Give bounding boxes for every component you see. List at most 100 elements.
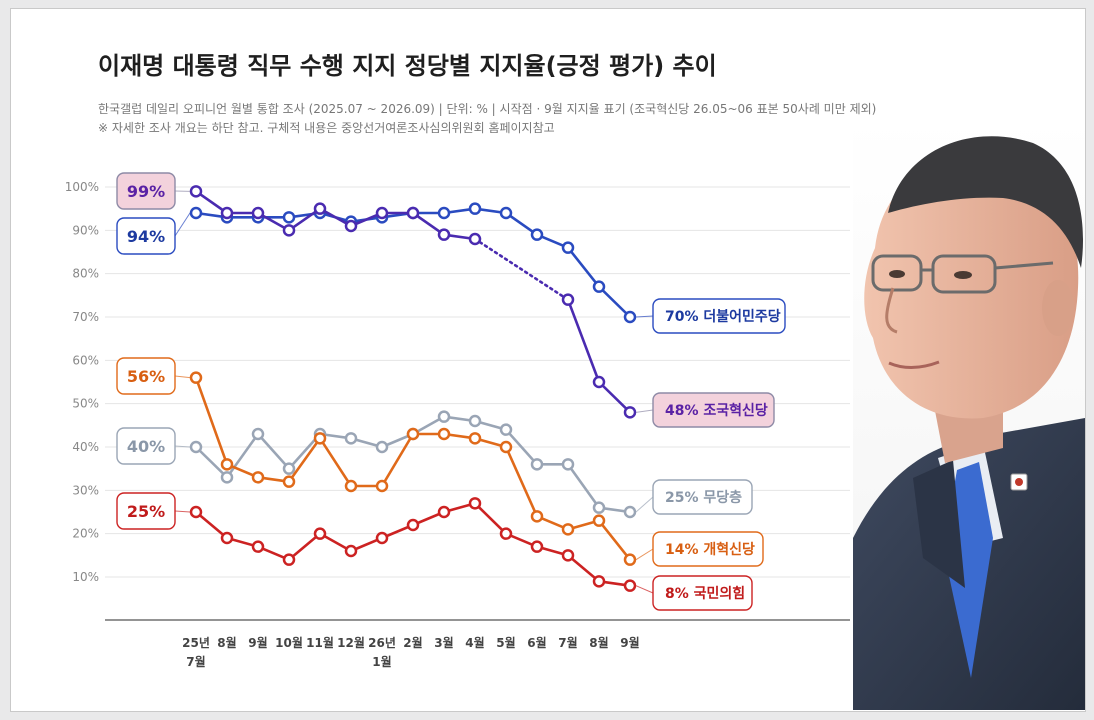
data-point-jokuk <box>406 206 420 220</box>
data-point-jokuk <box>251 206 265 220</box>
data-point-minju <box>282 211 296 224</box>
data-point-minju <box>592 280 606 293</box>
y-tick-label: 80% <box>72 267 99 281</box>
data-point-minju <box>530 228 544 241</box>
data-point-gaehyeok <box>592 514 606 527</box>
end-label-box-mudang <box>652 479 753 515</box>
data-point-gukmin <box>220 531 234 545</box>
data-point-gaehyeok <box>313 432 327 445</box>
start-label-mudang: 40% <box>127 437 165 456</box>
x-tick-label: 2월 <box>403 635 422 650</box>
data-point-minju <box>189 206 203 220</box>
data-point-gaehyeok <box>251 471 265 484</box>
x-tick-label: 9월 <box>620 635 639 650</box>
data-point-gaehyeok <box>499 440 513 454</box>
data-point-gukmin <box>499 527 513 540</box>
start-label-leader-gaehyeok <box>174 375 191 379</box>
data-point-mudang <box>220 471 234 484</box>
end-label-jokuk: 48% 조국혁신당 <box>665 402 768 419</box>
y-tick-label: 40% <box>72 440 99 454</box>
y-tick-label: 30% <box>72 483 99 497</box>
x-tick-label: 10월 <box>275 635 303 650</box>
data-point-jokuk <box>282 224 296 237</box>
data-point-jokuk <box>344 219 358 233</box>
data-point-gukmin <box>437 505 451 519</box>
end-label-leader-gukmin <box>635 585 654 594</box>
chart-title: 이재명 대통령 직무 수행 지지 정당별 지지율(긍정 평가) 추이 <box>98 52 717 80</box>
data-point-mudang <box>561 458 575 471</box>
end-label-leader-jokuk <box>635 409 654 413</box>
data-point-minju <box>468 202 482 215</box>
x-tick-label: 7월 <box>558 635 577 650</box>
data-point-gukmin <box>189 505 203 519</box>
data-point-mudang <box>592 501 606 514</box>
x-tick-label: 9월 <box>248 635 267 650</box>
start-label-gaehyeok: 56% <box>127 367 165 386</box>
start-label-leader-minju <box>174 212 191 237</box>
data-point-minju <box>561 241 575 254</box>
data-point-gaehyeok <box>220 458 234 471</box>
end-label-minju: 70% 더불어민주당 <box>665 308 781 325</box>
x-tick-label: 4월 <box>465 635 484 650</box>
data-point-jokuk <box>468 232 482 246</box>
data-point-minju <box>623 310 637 324</box>
x-tick-label: 12월 <box>337 635 365 650</box>
data-point-gukmin <box>561 549 575 562</box>
data-point-jokuk <box>189 185 203 198</box>
x-tick-label: 8월 <box>589 635 608 650</box>
data-point-gukmin <box>623 579 637 592</box>
end-label-gukmin: 8% 국민의힘 <box>665 585 745 602</box>
data-point-mudang <box>437 410 451 423</box>
data-point-minju <box>499 206 513 220</box>
chart-note: ※ 자세한 조사 개요는 하단 참고. 구체적 내용은 중앙선거여론조사심의위원… <box>98 121 555 135</box>
x-tick-label: 25년 <box>182 636 210 650</box>
y-tick-label: 60% <box>72 353 99 367</box>
start-label-box-jokuk <box>116 172 176 210</box>
data-point-jokuk <box>437 228 451 241</box>
x-tick-label: 6월 <box>527 635 546 650</box>
series-gap-jokuk <box>473 237 570 301</box>
start-label-leader-mudang <box>174 445 191 448</box>
data-point-gukmin <box>251 540 265 553</box>
data-point-gaehyeok <box>375 479 389 493</box>
start-label-minju: 94% <box>127 227 165 246</box>
data-point-gukmin <box>406 518 420 532</box>
data-point-gaehyeok <box>437 427 451 441</box>
end-label-leader-minju <box>635 315 654 318</box>
end-label-box-gukmin <box>652 575 753 611</box>
data-point-gaehyeok <box>282 475 296 488</box>
start-label-jokuk: 99% <box>127 182 165 201</box>
start-label-box-gaehyeok <box>116 357 176 395</box>
data-point-jokuk <box>592 375 606 389</box>
data-point-mudang <box>282 462 296 475</box>
data-point-gaehyeok <box>344 479 358 493</box>
end-label-mudang: 25% 무당층 <box>665 489 742 506</box>
data-point-jokuk <box>220 206 234 220</box>
data-point-gukmin <box>468 497 482 510</box>
end-label-box-gaehyeok <box>652 531 764 567</box>
x-tick-label: 5월 <box>496 635 515 650</box>
data-point-jokuk <box>561 293 575 306</box>
y-tick-label: 20% <box>72 527 99 541</box>
y-tick-label: 100% <box>65 180 99 194</box>
start-label-leader-gukmin <box>174 510 191 513</box>
start-label-box-gukmin <box>116 492 176 530</box>
end-label-box-minju <box>652 298 786 334</box>
data-point-gukmin <box>282 553 296 566</box>
data-point-gaehyeok <box>530 510 544 523</box>
y-tick-label: 70% <box>72 310 99 324</box>
x-tick-label: 7월 <box>186 654 205 669</box>
end-label-box-jokuk <box>652 392 775 428</box>
data-point-gukmin <box>313 527 327 540</box>
data-point-mudang <box>375 440 389 454</box>
data-point-jokuk <box>313 202 327 215</box>
data-point-mudang <box>344 432 358 445</box>
x-tick-label: 3월 <box>434 635 453 650</box>
data-point-mudang <box>189 440 203 454</box>
data-point-mudang <box>530 458 544 471</box>
series-line-jokuk <box>195 190 476 241</box>
data-point-mudang <box>623 505 637 519</box>
start-label-box-mudang <box>116 427 176 465</box>
chart-subtitle: 한국갤럽 데일리 오피니언 월별 통합 조사 (2025.07 ~ 2026.0… <box>98 102 877 116</box>
data-point-jokuk <box>375 206 389 220</box>
